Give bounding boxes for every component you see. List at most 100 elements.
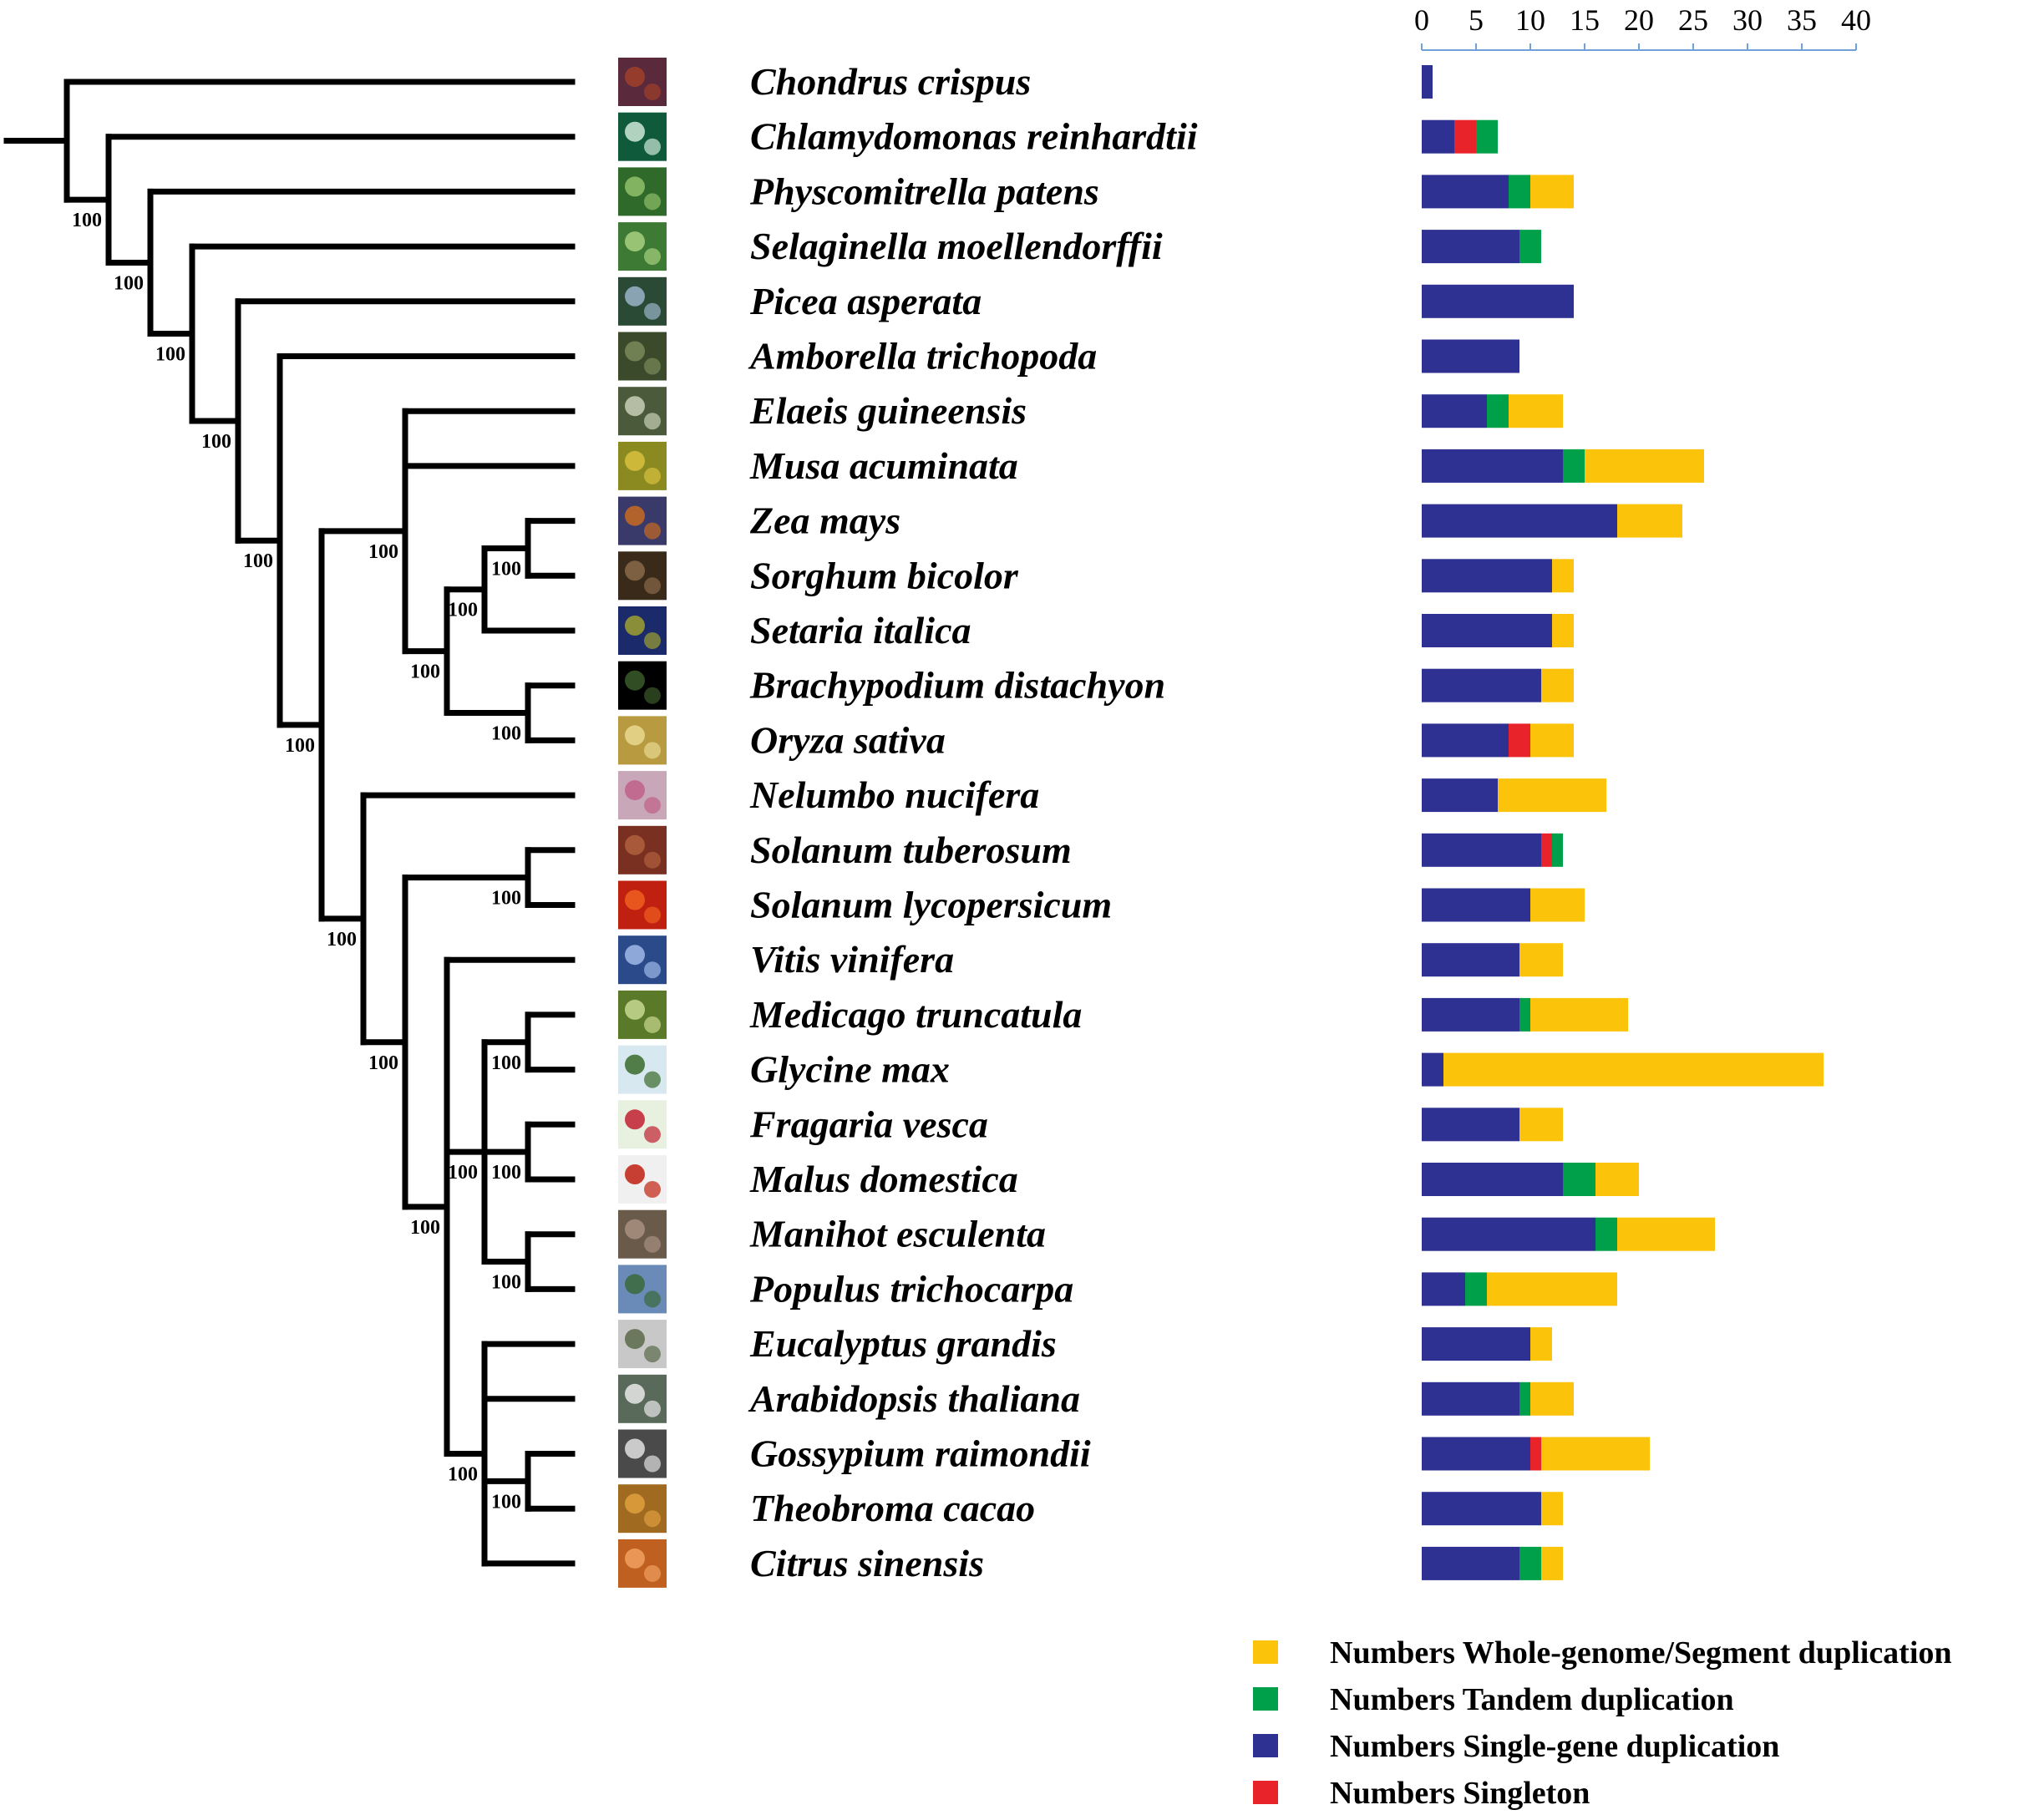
species-thumbnail-glycine-max [618, 1045, 667, 1094]
bar-fragaria-vesca-numbers-single-gene-duplication [1422, 1108, 1519, 1142]
species-thumbnail-brachypodium-distachyon [618, 661, 667, 710]
species-label: Chondrus crispus [750, 60, 1031, 103]
species-label: Selaginella moellendorffii [750, 225, 1163, 267]
species-thumbnail-malus-domestica [618, 1155, 667, 1204]
bar-vitis-vinifera-numbers-whole-genome-segment-duplication [1519, 943, 1563, 977]
legend-label: Numbers Tandem duplication [1330, 1682, 1734, 1717]
bar-nelumbo-nucifera-numbers-single-gene-duplication [1422, 778, 1498, 813]
bar-arabidopsis-thaliana-numbers-tandem-duplication [1519, 1381, 1530, 1416]
bar-gossypium-raimondii-numbers-whole-genome-segment-duplication [1541, 1437, 1650, 1471]
bootstrap-label: 100 [155, 344, 185, 366]
bootstrap-label: 100 [491, 1491, 521, 1513]
species-label: Glycine max [750, 1048, 950, 1091]
bootstrap-label: 100 [410, 662, 440, 683]
bar-solanum-tuberosum-numbers-singleton [1541, 833, 1552, 867]
bar-fragaria-vesca-numbers-whole-genome-segment-duplication [1519, 1108, 1563, 1142]
species-thumbnail-zea-mays [618, 496, 667, 545]
species-thumbnail-arabidopsis-thaliana [618, 1374, 667, 1423]
bar-medicago-truncatula-numbers-whole-genome-segment-duplication [1530, 997, 1628, 1032]
bar-arabidopsis-thaliana-numbers-single-gene-duplication [1422, 1381, 1519, 1416]
bar-populus-trichocarpa-numbers-single-gene-duplication [1422, 1272, 1465, 1306]
bar-sorghum-bicolor-numbers-single-gene-duplication [1422, 559, 1552, 593]
species-label: Medicago truncatula [749, 993, 1082, 1036]
species-label: Malus domestica [749, 1158, 1018, 1200]
species-label: Elaeis guineensis [749, 389, 1027, 432]
species-label: Manihot esculenta [749, 1213, 1046, 1255]
species-thumbnail-solanum-lycopersicum [618, 880, 667, 930]
bar-elaeis-guineensis-numbers-single-gene-duplication [1422, 394, 1487, 428]
species-thumbnail-chlamydomonas-reinhardtii [618, 112, 667, 161]
legend-swatch-numbers-single-gene-duplication [1253, 1734, 1278, 1757]
bar-setaria-italica-numbers-single-gene-duplication [1422, 614, 1552, 647]
bootstrap-label: 100 [491, 1272, 521, 1294]
species-thumbnail-chondrus-crispus [618, 58, 667, 106]
bar-populus-trichocarpa-numbers-tandem-duplication [1465, 1272, 1487, 1306]
species-thumbnail-theobroma-cacao [618, 1484, 667, 1534]
x-tick-label: 0 [1414, 3, 1429, 37]
bar-oryza-sativa-numbers-whole-genome-segment-duplication [1530, 723, 1574, 758]
bar-sorghum-bicolor-numbers-whole-genome-segment-duplication [1552, 559, 1574, 593]
bar-zea-mays-numbers-single-gene-duplication [1422, 504, 1617, 538]
bar-chondrus-crispus-numbers-single-gene-duplication [1422, 65, 1433, 99]
bar-malus-domestica-numbers-tandem-duplication [1563, 1163, 1595, 1196]
x-axis: 0 5 10 15 20 25 30 35 40 [1414, 3, 1871, 51]
x-tick-label: 20 [1624, 3, 1654, 37]
bar-theobroma-cacao-numbers-single-gene-duplication [1422, 1492, 1541, 1526]
species-label: Oryza sativa [750, 718, 946, 761]
species-thumbnail-selaginella-moellendorffii [618, 222, 667, 271]
bar-picea-asperata-numbers-single-gene-duplication [1422, 284, 1574, 318]
species-labels: Chondrus crispus Chlamydomonas reinhardti… [748, 60, 1198, 1584]
bar-physcomitrella-patens-numbers-whole-genome-segment-duplication [1530, 175, 1574, 209]
bar-solanum-lycopersicum-numbers-single-gene-duplication [1422, 888, 1530, 922]
bar-citrus-sinensis-numbers-single-gene-duplication [1422, 1546, 1519, 1580]
species-thumbnail-medicago-truncatula [618, 990, 667, 1039]
bar-brachypodium-distachyon-numbers-single-gene-duplication [1422, 668, 1541, 702]
bar-glycine-max-numbers-single-gene-duplication [1422, 1052, 1443, 1087]
species-label: Nelumbo nucifera [749, 773, 1039, 816]
bar-eucalyptus-grandis-numbers-single-gene-duplication [1422, 1327, 1530, 1361]
bootstrap-label: 100 [448, 1464, 478, 1486]
bar-oryza-sativa-numbers-singleton [1509, 723, 1530, 758]
x-tick-label: 30 [1732, 3, 1763, 37]
species-thumbnail-vitis-vinifera [618, 935, 667, 985]
bootstrap-label: 100 [243, 550, 273, 572]
bar-brachypodium-distachyon-numbers-whole-genome-segment-duplication [1541, 668, 1574, 702]
bar-gossypium-raimondii-numbers-singleton [1530, 1437, 1541, 1471]
species-thumbnail-manihot-esculenta [618, 1209, 667, 1259]
bar-chlamydomonas-reinhardtii-numbers-single-gene-duplication [1422, 119, 1454, 154]
bar-zea-mays-numbers-whole-genome-segment-duplication [1617, 504, 1682, 538]
bar-musa-acuminata-numbers-whole-genome-segment-duplication [1585, 449, 1704, 483]
species-label: Arabidopsis thaliana [748, 1377, 1080, 1420]
species-label: Zea mays [749, 499, 900, 542]
x-tick-label: 40 [1841, 3, 1871, 37]
x-tick-label: 10 [1515, 3, 1545, 37]
bar-chlamydomonas-reinhardtii-numbers-tandem-duplication [1476, 119, 1498, 154]
bootstrap-label: 100 [72, 210, 102, 231]
bar-oryza-sativa-numbers-single-gene-duplication [1422, 723, 1509, 758]
species-thumbnail-amborella-trichopoda [618, 332, 667, 381]
bar-musa-acuminata-numbers-single-gene-duplication [1422, 449, 1563, 483]
bootstrap-label: 100 [327, 929, 357, 951]
species-thumbnail-picea-asperata [618, 276, 667, 326]
species-thumbnail-physcomitrella-patens [618, 167, 667, 216]
bar-citrus-sinensis-numbers-whole-genome-segment-duplication [1541, 1546, 1563, 1580]
bar-malus-domestica-numbers-whole-genome-segment-duplication [1595, 1163, 1639, 1196]
bar-nelumbo-nucifera-numbers-whole-genome-segment-duplication [1498, 778, 1606, 813]
bar-solanum-tuberosum-numbers-tandem-duplication [1552, 833, 1563, 867]
bootstrap-label: 100 [368, 1052, 398, 1074]
species-thumbnail-nelumbo-nucifera [618, 771, 667, 820]
bar-medicago-truncatula-numbers-tandem-duplication [1519, 997, 1530, 1032]
bootstrap-label: 100 [114, 272, 144, 294]
bar-physcomitrella-patens-numbers-tandem-duplication [1509, 175, 1530, 209]
species-label: Populus trichocarpa [749, 1267, 1073, 1310]
bar-arabidopsis-thaliana-numbers-whole-genome-segment-duplication [1530, 1381, 1574, 1416]
legend: Numbers Whole-genome/Segment duplication… [1253, 1635, 1952, 1811]
phylogenetic-tree: 100 100 100 100 100 100 100 100 100 100 100 100 100 1… [3, 79, 576, 1567]
bar-medicago-truncatula-numbers-single-gene-duplication [1422, 997, 1519, 1032]
species-thumbnail-oryza-sativa [618, 716, 667, 765]
species-thumbnail-setaria-italica [618, 606, 667, 655]
bar-chlamydomonas-reinhardtii-numbers-singleton [1454, 119, 1476, 154]
species-label: Sorghum bicolor [750, 554, 1019, 596]
x-tick-label: 15 [1570, 3, 1600, 37]
